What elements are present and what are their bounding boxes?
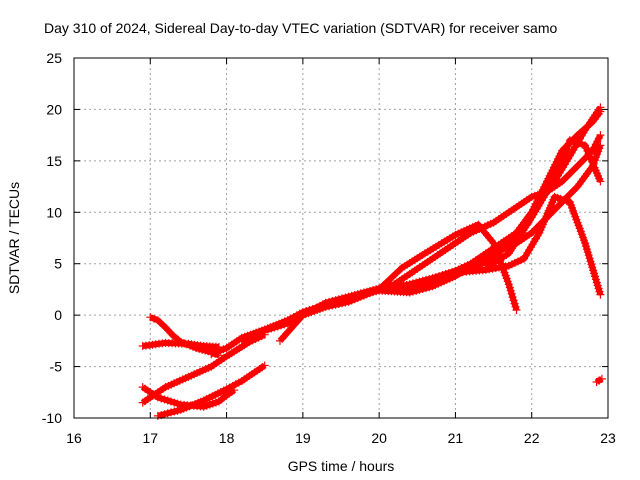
plot-frame [73, 57, 609, 419]
x-axis-label: GPS time / hours [288, 458, 395, 474]
series-markers [138, 330, 269, 407]
x-tick-label: 22 [524, 430, 540, 446]
x-tick-label: 23 [600, 430, 616, 446]
series-markers [153, 361, 269, 420]
y-axis-label: SDTVAR / TECUs [6, 182, 22, 294]
x-tick-label: 21 [448, 430, 464, 446]
series-satellite-13 [592, 374, 606, 386]
y-tick-label: 0 [54, 307, 62, 323]
series-satellite-6 [207, 103, 605, 359]
axis-ticks: 16 17 18 19 20 21 22 23 -10 -5 0 5 10 15 20 25 [42, 50, 616, 446]
series-markers [207, 103, 605, 359]
series-markers [592, 374, 606, 386]
series-markers [481, 136, 605, 272]
data-series [138, 103, 606, 420]
series-satellite-12 [481, 136, 605, 272]
series-satellite-2 [138, 338, 223, 351]
chart-title: Day 310 of 2024, Sidereal Day-to-day VTE… [44, 20, 557, 36]
series-satellite-5 [153, 361, 269, 420]
x-tick-label: 16 [66, 430, 82, 446]
y-tick-label: 10 [46, 204, 62, 220]
series-satellite-11 [443, 192, 605, 299]
y-tick-label: 15 [46, 153, 62, 169]
x-tick-label: 18 [219, 430, 235, 446]
y-tick-label: 5 [54, 256, 62, 272]
y-tick-label: -5 [50, 359, 63, 375]
x-tick-label: 19 [295, 430, 311, 446]
y-tick-label: 20 [46, 101, 62, 117]
series-satellite-4 [138, 330, 269, 407]
x-tick-label: 17 [142, 430, 158, 446]
series-markers [359, 131, 605, 299]
y-tick-label: 25 [46, 50, 62, 66]
x-tick-label: 20 [371, 430, 387, 446]
y-tick-label: -10 [42, 410, 62, 426]
series-satellite-9 [359, 131, 605, 299]
series-markers [443, 192, 605, 299]
series-line [447, 193, 604, 296]
series-markers [138, 338, 223, 351]
